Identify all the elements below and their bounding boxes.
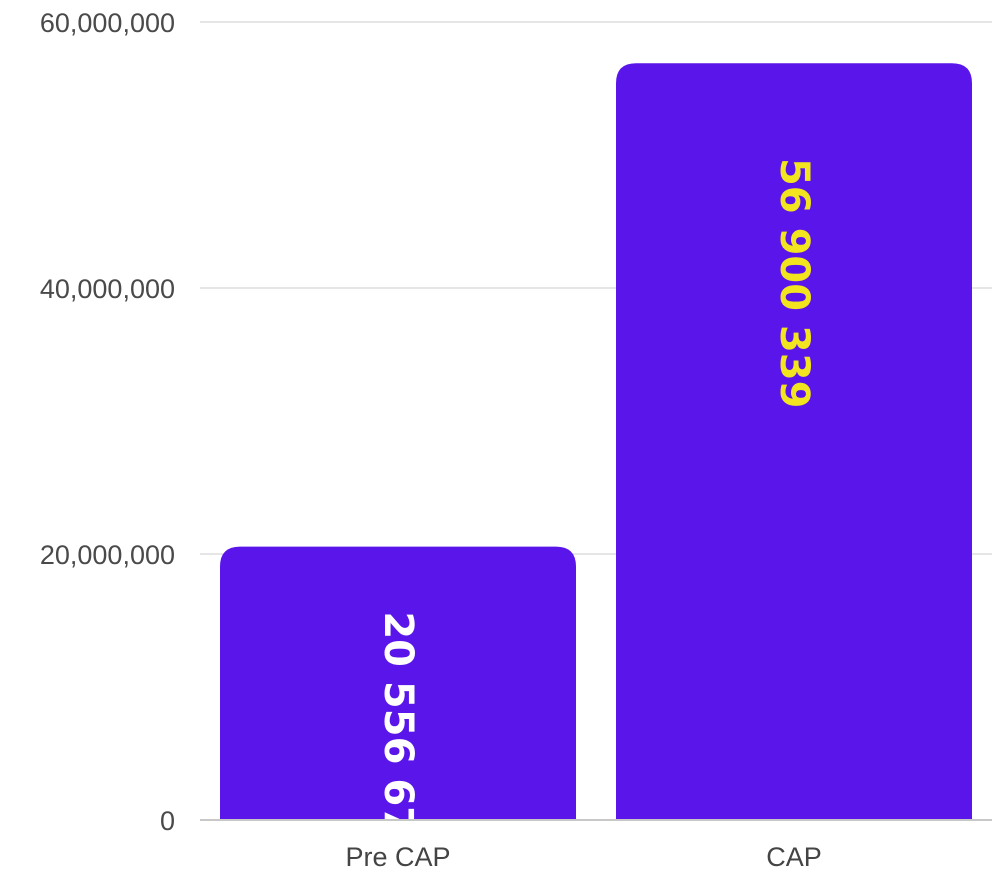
x-axis-categories: Pre CAP CAP	[345, 842, 821, 870]
bars: 20 556 672 56 900 339	[220, 63, 972, 862]
x-category-label: Pre CAP	[345, 842, 450, 870]
x-category-label: CAP	[766, 842, 822, 870]
y-tick-label: 0	[160, 806, 175, 836]
y-tick-label: 60,000,000	[40, 8, 175, 38]
y-tick-label: 40,000,000	[40, 274, 175, 304]
y-tick-label: 20,000,000	[40, 540, 175, 570]
y-axis-ticks: 0 20,000,000 40,000,000 60,000,000	[40, 8, 175, 836]
bar-data-label: 20 556 672	[375, 611, 421, 862]
bar-pre-cap	[220, 546, 576, 820]
bar-data-label: 56 900 339	[771, 158, 817, 409]
bar-cap	[616, 63, 972, 821]
